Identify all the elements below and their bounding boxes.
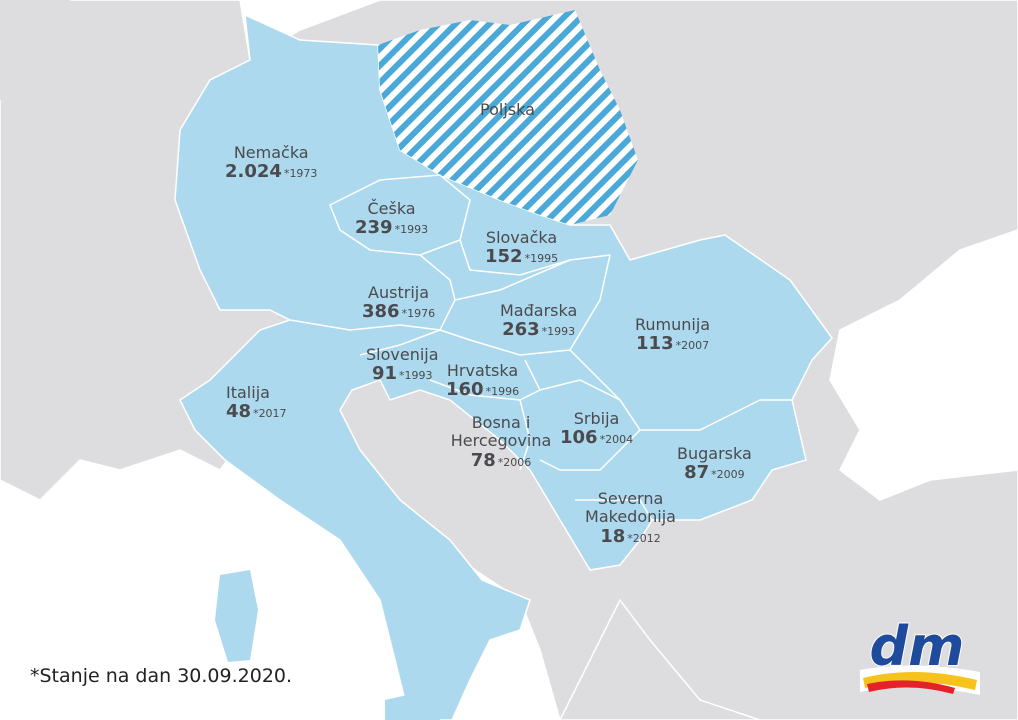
store-count: 113 bbox=[636, 333, 674, 355]
label-bih: Bosna i Hercegovina 78 *2006 bbox=[446, 413, 556, 471]
entry-year: *2004 bbox=[599, 433, 634, 447]
country-name: Mađarska bbox=[500, 301, 578, 320]
store-count: 386 bbox=[362, 301, 400, 323]
label-ceska: Češka 239 *1993 bbox=[355, 199, 429, 239]
label-austrija: Austrija 386 *1976 bbox=[362, 283, 436, 323]
country-name: Austrija bbox=[368, 283, 430, 302]
country-name: Hrvatska bbox=[446, 361, 519, 380]
entry-year: *2017 bbox=[253, 407, 287, 421]
label-slovacka: Slovačka 152 *1995 bbox=[485, 228, 559, 268]
entry-year: *1993 bbox=[394, 223, 429, 237]
store-count: 78 bbox=[470, 449, 496, 471]
country-name: Slovenija bbox=[366, 345, 439, 364]
label-bugarska: Bugarska 87 *2009 bbox=[677, 444, 752, 484]
entry-year: *1976 bbox=[401, 307, 436, 321]
store-count: 263 bbox=[502, 319, 540, 341]
entry-year: *1993 bbox=[399, 369, 433, 383]
label-poljska: Poljska bbox=[480, 100, 535, 119]
label-slovenija: Slovenija 91 *1993 bbox=[366, 345, 439, 385]
footnote: *Stanje na dan 30.09.2020. bbox=[30, 665, 293, 687]
store-count: 2.024 bbox=[225, 161, 282, 183]
store-count: 152 bbox=[485, 246, 523, 268]
store-count: 18 bbox=[600, 525, 626, 547]
dm-countries bbox=[174, 13, 833, 720]
entry-year: *1996 bbox=[485, 385, 520, 399]
label-srbija: Srbija 106 *2004 bbox=[560, 409, 634, 449]
store-count: 48 bbox=[226, 401, 252, 423]
country-name: Rumunija bbox=[635, 315, 711, 334]
svg-text:dm: dm bbox=[870, 615, 965, 678]
country-name: Severna Makedonija bbox=[585, 489, 676, 527]
country-borders bbox=[289, 174, 792, 521]
store-count: 91 bbox=[371, 363, 398, 385]
sicily bbox=[385, 690, 450, 720]
dm-logo: dm bbox=[860, 614, 980, 695]
store-count: 160 bbox=[446, 379, 484, 401]
country-name: Slovačka bbox=[485, 228, 558, 247]
country-name: Poljska bbox=[480, 100, 535, 119]
store-count: 239 bbox=[355, 217, 393, 239]
label-italija: Italija 48 *2017 bbox=[226, 383, 287, 423]
label-madjarska: Mađarska 263 *1993 bbox=[500, 301, 578, 341]
store-count: 106 bbox=[560, 427, 598, 449]
entry-year: *1993 bbox=[541, 325, 576, 339]
country-name: Bugarska bbox=[677, 444, 752, 463]
country-name: Bosna i Hercegovina bbox=[450, 413, 552, 451]
label-hrvatska: Hrvatska 160 *1996 bbox=[446, 361, 520, 401]
entry-year: *1995 bbox=[524, 252, 559, 266]
land-west bbox=[0, 0, 70, 100]
entry-year: *2006 bbox=[497, 455, 532, 469]
label-nemacka: Nemačka 2.024 *1973 bbox=[225, 143, 318, 183]
entry-year: *2009 bbox=[711, 468, 745, 482]
label-rumunija: Rumunija 113 *2007 bbox=[635, 315, 711, 355]
country-name: Nemačka bbox=[233, 143, 309, 162]
country-name: Srbija bbox=[573, 409, 620, 428]
entry-year: *2007 bbox=[675, 339, 710, 353]
country-name: Češka bbox=[367, 199, 416, 218]
store-count: 87 bbox=[684, 462, 710, 484]
entry-year: *2012 bbox=[627, 531, 661, 545]
label-severna-makedonija: Severna Makedonija 18 *2012 bbox=[578, 489, 683, 547]
poland-hatched bbox=[378, 10, 638, 225]
country-name: Italija bbox=[226, 383, 270, 402]
sardinia bbox=[215, 570, 258, 662]
entry-year: *1973 bbox=[283, 167, 318, 181]
